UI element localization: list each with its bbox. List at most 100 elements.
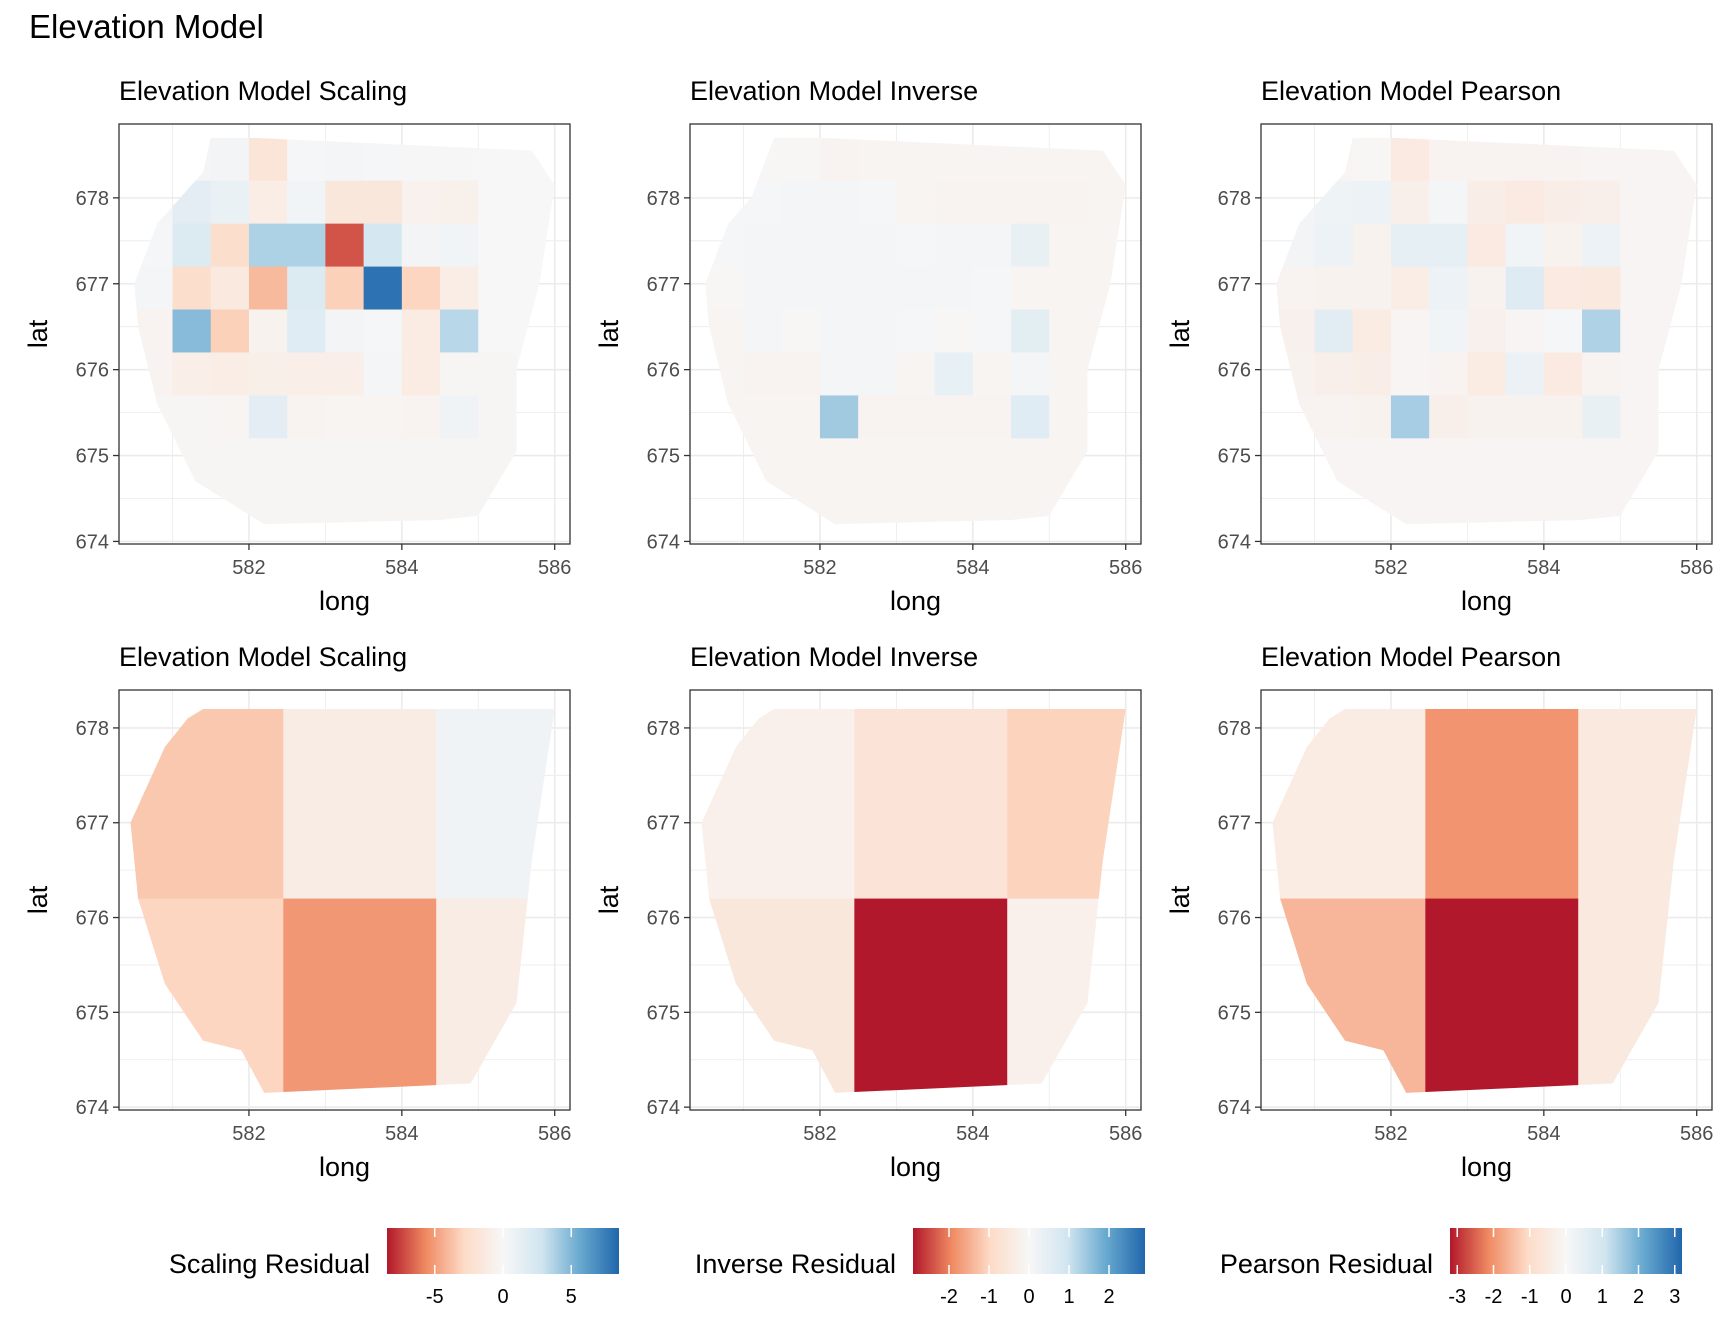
heatmap-cell bbox=[858, 137, 897, 182]
heatmap-cell bbox=[516, 309, 555, 353]
y-axis-label: lat bbox=[23, 319, 53, 348]
heatmap-cell bbox=[858, 266, 897, 310]
heatmap-cell bbox=[1276, 352, 1315, 396]
heatmap-cell bbox=[1620, 395, 1659, 439]
colorbar-tick-label: -1 bbox=[1521, 1286, 1539, 1308]
heatmap-cell bbox=[1429, 438, 1468, 482]
heatmap-cell bbox=[1429, 352, 1468, 396]
heatmap-cell bbox=[1087, 352, 1126, 396]
heatmap-cell bbox=[1352, 223, 1392, 267]
y-tick-label: 674 bbox=[76, 531, 109, 553]
colorbar-tick-label: 5 bbox=[566, 1286, 577, 1308]
panel-pear_fine: Elevation Model Pearson 582 584 586 674 675 67… bbox=[1165, 76, 1713, 616]
x-tick-label: 586 bbox=[1680, 1123, 1713, 1145]
heatmap-cell bbox=[130, 898, 284, 1093]
heatmap-cell bbox=[1011, 309, 1050, 353]
heatmap-cell bbox=[363, 180, 403, 225]
heatmap-cell bbox=[478, 481, 517, 525]
heatmap-tiles bbox=[134, 137, 555, 525]
heatmap-cell bbox=[1011, 352, 1050, 396]
heatmap-cell bbox=[516, 395, 555, 439]
heatmap-cell bbox=[972, 266, 1012, 310]
heatmap-cell bbox=[1390, 266, 1430, 310]
heatmap-cell bbox=[248, 137, 288, 182]
heatmap-cell bbox=[1011, 137, 1050, 182]
heatmap-cell bbox=[1467, 309, 1507, 353]
heatmap-cell bbox=[1276, 481, 1315, 525]
heatmap-cell bbox=[440, 223, 479, 267]
heatmap-cell bbox=[972, 309, 1012, 353]
y-tick-label: 678 bbox=[76, 188, 109, 210]
heatmap-cell bbox=[1658, 481, 1697, 525]
heatmap-cell bbox=[363, 309, 403, 353]
heatmap-cell bbox=[1390, 481, 1430, 525]
heatmap-cell bbox=[1582, 352, 1621, 396]
heatmap-cell bbox=[1658, 395, 1697, 439]
heatmap-cell bbox=[1011, 180, 1050, 225]
heatmap-cell bbox=[1658, 137, 1697, 182]
heatmap-cell bbox=[134, 395, 173, 439]
heatmap-cell bbox=[363, 352, 403, 396]
heatmap-cell bbox=[287, 180, 326, 225]
heatmap-cell bbox=[781, 266, 821, 310]
heatmap-cell bbox=[1467, 352, 1507, 396]
heatmap-cell bbox=[210, 137, 250, 182]
heatmap-cell bbox=[743, 309, 783, 353]
heatmap-cell bbox=[858, 395, 897, 439]
x-axis-label: long bbox=[319, 1152, 370, 1182]
heatmap-cell bbox=[1620, 223, 1659, 267]
x-tick-label: 584 bbox=[385, 1123, 418, 1145]
heatmap-cell bbox=[819, 352, 859, 396]
heatmap-cell bbox=[1276, 266, 1315, 310]
heatmap-cell bbox=[210, 395, 250, 439]
heatmap-cell bbox=[972, 137, 1012, 182]
heatmap-cell bbox=[248, 481, 288, 525]
heatmap-cell bbox=[440, 266, 479, 310]
heatmap-cell bbox=[287, 309, 326, 353]
heatmap-cell bbox=[1390, 180, 1430, 225]
heatmap-cell bbox=[401, 481, 441, 525]
y-tick-label: 677 bbox=[1218, 274, 1251, 296]
heatmap-cell bbox=[854, 709, 1008, 899]
x-tick-label: 584 bbox=[385, 557, 418, 579]
heatmap-cell bbox=[1049, 223, 1088, 267]
heatmap-cell bbox=[1582, 266, 1621, 310]
y-axis-label: lat bbox=[23, 885, 53, 914]
heatmap-cell bbox=[1049, 180, 1088, 225]
panel-title: Elevation Model Scaling bbox=[119, 76, 407, 106]
heatmap-cell bbox=[287, 438, 326, 482]
heatmap-cell bbox=[363, 137, 403, 182]
heatmap-cell bbox=[858, 352, 897, 396]
y-tick-label: 677 bbox=[1218, 813, 1251, 835]
heatmap-cell bbox=[743, 352, 783, 396]
heatmap-cell bbox=[1429, 481, 1468, 525]
heatmap-cell bbox=[1582, 481, 1621, 525]
heatmap-cell bbox=[1620, 137, 1659, 182]
heatmap-cell bbox=[325, 266, 365, 310]
heatmap-cell bbox=[1658, 180, 1697, 225]
heatmap-cell bbox=[1272, 898, 1426, 1093]
heatmap-cell bbox=[1087, 266, 1126, 310]
heatmap-cell bbox=[1087, 223, 1126, 267]
heatmap-cell bbox=[210, 180, 250, 225]
heatmap-cell bbox=[781, 395, 821, 439]
colorbar-title: Pearson Residual bbox=[1220, 1249, 1433, 1279]
heatmap-cell bbox=[1543, 266, 1583, 310]
heatmap-cell bbox=[1276, 309, 1315, 353]
heatmap-cell bbox=[1352, 137, 1392, 182]
colorbar-tick-label: -2 bbox=[1485, 1286, 1503, 1308]
heatmap-cell bbox=[172, 395, 212, 439]
heatmap-cell bbox=[858, 438, 897, 482]
heatmap-cell bbox=[858, 481, 897, 525]
heatmap-cell bbox=[516, 137, 555, 182]
heatmap-cell bbox=[516, 481, 555, 525]
heatmap-cell bbox=[705, 180, 744, 225]
heatmap-cell bbox=[1314, 223, 1354, 267]
heatmap-cell bbox=[363, 438, 403, 482]
heatmap-cell bbox=[1087, 137, 1126, 182]
heatmap-cell bbox=[854, 898, 1008, 1093]
heatmap-cell bbox=[972, 395, 1012, 439]
heatmap-cell bbox=[1272, 709, 1426, 899]
x-tick-label: 584 bbox=[956, 557, 989, 579]
